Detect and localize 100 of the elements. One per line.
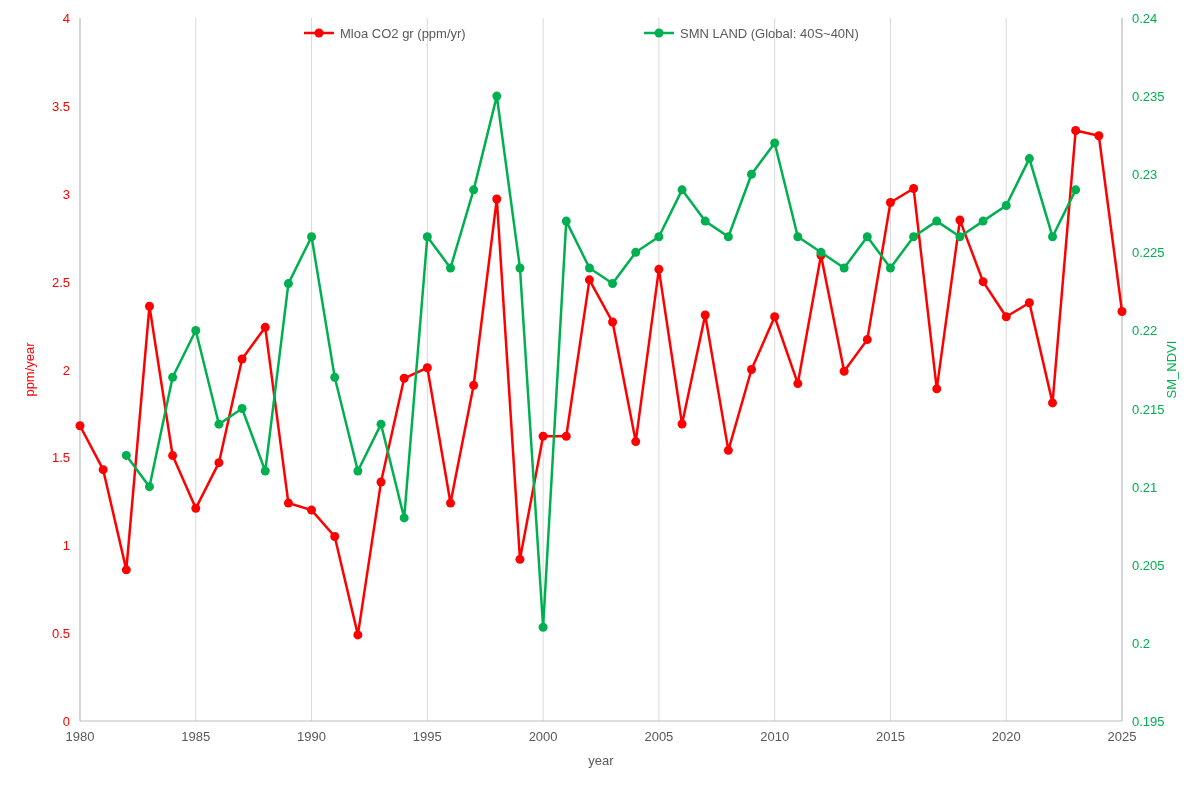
point	[654, 232, 664, 242]
point	[260, 322, 270, 332]
point	[214, 419, 224, 429]
y2-tick-label: 0.195	[1132, 714, 1165, 729]
point	[307, 505, 317, 515]
point	[723, 445, 733, 455]
x-tick-label: 2025	[1107, 729, 1137, 744]
point	[909, 232, 919, 242]
point	[469, 380, 479, 390]
point	[307, 232, 317, 242]
point	[793, 379, 803, 389]
point	[144, 482, 154, 492]
point	[283, 279, 293, 289]
point	[631, 437, 641, 447]
legend-label: SMN LAND (Global: 40S~40N)	[680, 26, 859, 41]
point	[469, 185, 479, 195]
y2-tick-label: 0.24	[1132, 11, 1158, 26]
point	[932, 216, 942, 226]
point	[330, 531, 340, 541]
point	[260, 466, 270, 476]
y-tick-label: 1	[62, 538, 70, 554]
x-tick-label: 1990	[297, 729, 327, 744]
y2-tick-label: 0.21	[1132, 479, 1158, 495]
point	[631, 247, 641, 257]
x-tick-label: 2015	[875, 729, 905, 744]
y-tick-label: 0	[62, 714, 70, 729]
point	[330, 372, 340, 382]
point	[1024, 298, 1034, 308]
point	[747, 365, 757, 374]
point	[168, 372, 178, 382]
point	[283, 498, 293, 508]
x-axis-title: year	[588, 753, 615, 768]
point	[932, 384, 942, 394]
point	[723, 232, 733, 242]
point	[399, 373, 409, 383]
point	[862, 335, 872, 345]
point	[445, 498, 455, 508]
point	[168, 451, 178, 461]
x-tick-label: 2010	[760, 729, 790, 744]
point	[978, 277, 988, 287]
point	[237, 354, 247, 364]
point	[1024, 154, 1034, 164]
point	[492, 194, 502, 204]
point	[677, 419, 687, 429]
point	[191, 325, 201, 335]
y2-tick-label: 0.22	[1132, 323, 1158, 339]
y2-tick-label: 0.23	[1132, 167, 1158, 183]
point	[747, 169, 757, 179]
y-tick-label: 3.5	[51, 98, 70, 114]
point	[839, 263, 849, 273]
point	[677, 185, 687, 195]
point	[1048, 232, 1058, 242]
point	[98, 465, 108, 475]
point	[978, 216, 988, 226]
point	[376, 477, 386, 487]
point	[538, 431, 548, 441]
point	[885, 263, 895, 273]
point	[561, 216, 571, 226]
point	[608, 317, 618, 327]
point	[885, 198, 895, 208]
y-tick-label: 1.5	[51, 450, 70, 466]
point	[492, 91, 502, 101]
x-tick-label: 2000	[528, 729, 558, 744]
point	[191, 503, 201, 513]
x-tick-label: 1985	[181, 729, 211, 744]
y-tick-label: 2.5	[51, 274, 70, 290]
point	[1071, 185, 1081, 195]
point	[700, 216, 710, 226]
point	[353, 466, 363, 476]
point	[584, 263, 594, 273]
x-tick-label: 1980	[65, 729, 95, 744]
y2-tick-label: 0.205	[1132, 557, 1165, 573]
point	[839, 366, 849, 376]
y2-tick-label: 0.2	[1132, 635, 1151, 651]
x-tick-label: 2005	[644, 729, 674, 744]
y-tick-label: 0.5	[51, 626, 70, 642]
point	[909, 183, 919, 193]
point	[376, 419, 386, 429]
point	[1117, 307, 1127, 316]
point	[121, 450, 131, 460]
x-tick-label: 2020	[991, 729, 1021, 744]
point	[1001, 312, 1011, 322]
point	[770, 138, 780, 148]
point	[399, 513, 409, 523]
point	[237, 404, 247, 414]
point	[654, 264, 664, 274]
point	[422, 232, 432, 242]
point	[862, 232, 872, 242]
point	[422, 363, 432, 373]
y2-tick-label: 0.235	[1132, 89, 1165, 105]
y-axis-title: ppm/year	[22, 341, 37, 397]
y-tick-label: 4	[62, 11, 70, 26]
point	[608, 279, 618, 289]
point	[121, 565, 131, 575]
point	[1001, 200, 1011, 210]
y2-axis-title: SM_NDVI	[1164, 340, 1179, 399]
point	[144, 301, 154, 311]
x-tick-label: 1995	[412, 729, 442, 744]
point	[700, 310, 710, 320]
point	[1071, 125, 1081, 135]
